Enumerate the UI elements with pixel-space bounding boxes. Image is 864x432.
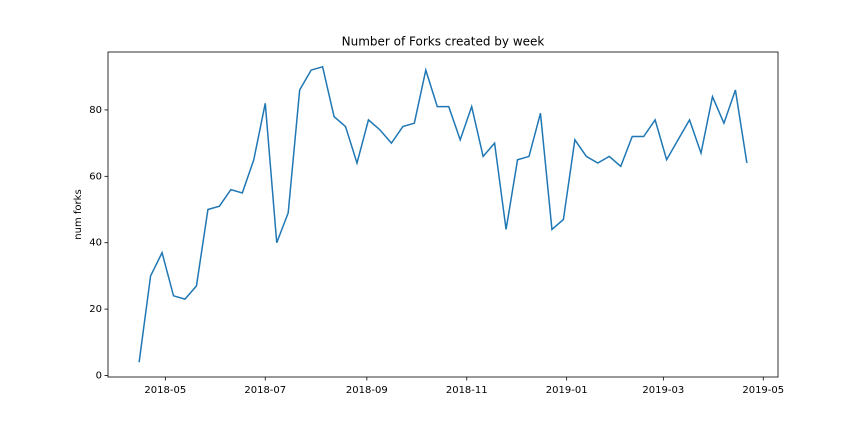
- x-tick-label: 2018-07: [244, 385, 286, 396]
- x-tick-label: 2018-05: [144, 385, 186, 396]
- x-tick-label: 2018-09: [346, 385, 388, 396]
- x-tick-label: 2018-11: [446, 385, 488, 396]
- line-series: [138, 65, 748, 363]
- y-tick-label: 60: [89, 171, 102, 182]
- y-tick-label: 0: [96, 371, 102, 382]
- y-tick-label: 20: [89, 304, 102, 315]
- x-tick-label: 2019-03: [642, 385, 684, 396]
- y-tick-label: 40: [89, 238, 102, 249]
- chart-title: Number of Forks created by week: [342, 35, 545, 49]
- x-tick-label: 2019-01: [546, 385, 588, 396]
- y-axis-label: num forks: [73, 189, 84, 239]
- x-tick-label: 2019-05: [742, 385, 784, 396]
- plot-frame: [107, 51, 779, 378]
- y-tick-label: 80: [89, 105, 102, 116]
